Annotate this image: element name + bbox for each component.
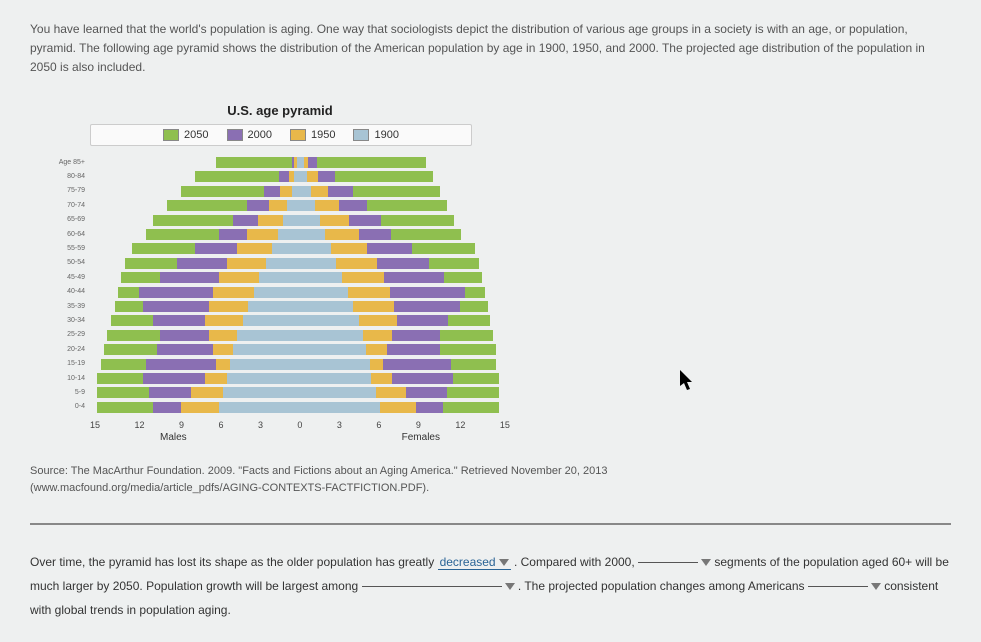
pyramid-row (90, 328, 510, 342)
bar-segment (297, 157, 304, 168)
bar-segment (223, 387, 376, 398)
pyramid-row (90, 299, 510, 313)
legend-label: 2000 (248, 129, 272, 141)
dropdown-blank-3[interactable] (362, 586, 502, 587)
legend-item: 1950 (290, 129, 335, 141)
source-citation: Source: The MacArthur Foundation. 2009. … (30, 463, 951, 498)
fill-in-paragraph: Over time, the pyramid has lost its shap… (30, 550, 951, 622)
pyramid-row (90, 242, 510, 256)
bar-segment (227, 373, 371, 384)
fill-text-1: Over time, the pyramid has lost its shap… (30, 555, 438, 569)
dropdown-blank-4[interactable] (808, 586, 868, 587)
bar-segment (248, 301, 353, 312)
chevron-down-icon (505, 583, 515, 590)
dropdown-blank-2[interactable] (638, 562, 698, 563)
age-pyramid-chart: U.S. age pyramid 2050 2000 1950 1900 Age 85… (90, 103, 951, 443)
chevron-down-icon (701, 559, 711, 566)
pyramid-row (90, 371, 510, 385)
bar-segment (292, 186, 312, 197)
x-label-males: Males (160, 432, 187, 443)
bar-segment (266, 258, 336, 269)
chart-title: U.S. age pyramid (90, 103, 470, 118)
pyramid-row (90, 285, 510, 299)
section-divider (30, 523, 951, 525)
bar-segment (230, 359, 370, 370)
legend-swatch (227, 129, 243, 141)
y-axis-labels: Age 85+80-8475-7970-7465-6960-6455-5950-… (50, 156, 85, 415)
intro-paragraph: You have learned that the world's popula… (30, 20, 951, 78)
legend-label: 1900 (374, 129, 398, 141)
pyramid-row (90, 184, 510, 198)
legend-swatch (290, 129, 306, 141)
bar-segment (259, 272, 342, 283)
fill-text-4: . The projected population changes among… (518, 579, 808, 593)
pyramid-row (90, 199, 510, 213)
pyramid-row (90, 314, 510, 328)
legend-item: 2050 (163, 129, 208, 141)
x-axis-ticks: 151296303691215 (90, 420, 510, 430)
x-axis-labels: Males Females (90, 432, 510, 443)
chart-legend: 2050 2000 1950 1900 (90, 124, 472, 146)
legend-item: 1900 (353, 129, 398, 141)
bar-segment (254, 287, 348, 298)
bar-segment (278, 229, 326, 240)
bar-segment (294, 171, 307, 182)
pyramid-row (90, 228, 510, 242)
legend-swatch (163, 129, 179, 141)
bar-segment (219, 402, 380, 413)
bar-segment (287, 200, 315, 211)
source-line1: Source: The MacArthur Foundation. 2009. … (30, 463, 951, 481)
pyramid-row (90, 357, 510, 371)
chevron-down-icon (871, 583, 881, 590)
legend-swatch (353, 129, 369, 141)
legend-label: 2050 (184, 129, 208, 141)
pyramid-row (90, 386, 510, 400)
x-label-females: Females (402, 432, 440, 443)
chevron-down-icon (499, 559, 509, 566)
pyramid-row (90, 156, 510, 170)
bar-segment (272, 243, 331, 254)
source-line2: (www.macfound.org/media/article_pdfs/AGI… (30, 480, 951, 498)
legend-item: 2000 (227, 129, 272, 141)
bar-segment (283, 215, 319, 226)
bar-segment (237, 330, 363, 341)
pyramid-row (90, 256, 510, 270)
pyramid-row (90, 213, 510, 227)
fill-text-2: . Compared with 2000, (514, 555, 638, 569)
pyramid-plot: Age 85+80-8475-7970-7465-6960-6455-5950-… (90, 156, 510, 416)
pyramid-bars (90, 156, 510, 415)
pyramid-row (90, 343, 510, 357)
pyramid-row (90, 271, 510, 285)
pyramid-row (90, 170, 510, 184)
dropdown-answer-1[interactable]: decreased (438, 555, 511, 570)
bar-segment (216, 157, 426, 168)
pyramid-row (90, 400, 510, 414)
bar-segment (233, 344, 366, 355)
legend-label: 1950 (311, 129, 335, 141)
bar-segment (243, 315, 359, 326)
